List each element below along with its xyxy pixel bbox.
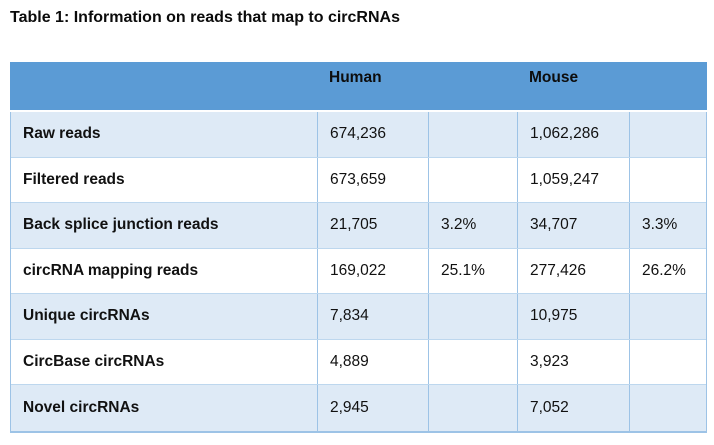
human-pct-cell — [428, 157, 517, 202]
human-count-cell: 4,889 — [317, 339, 428, 384]
row-label: Raw reads — [23, 125, 101, 143]
mouse-count-cell: 34,707 — [517, 203, 629, 248]
human-pct-cell — [428, 112, 517, 157]
human-pct-cell: 3.2% — [428, 203, 517, 248]
mouse-pct-cell — [629, 294, 706, 339]
mouse-pct-cell — [629, 157, 706, 202]
header-cell-mouse-pct-empty — [629, 62, 707, 110]
row-label: CircBase circRNAs — [23, 352, 165, 370]
table-row-unique-circrnas: Unique circRNAs 7,834 10,975 — [11, 294, 706, 340]
human-count-cell: 673,659 — [317, 157, 428, 202]
table-row-back-splice-junction-reads: Back splice junction reads 21,705 3.2% 3… — [11, 203, 706, 249]
table-header-row: Human Mouse — [10, 62, 707, 112]
mouse-pct-cell — [629, 339, 706, 384]
human-count-cell: 2,945 — [317, 385, 428, 431]
row-label: Filtered reads — [23, 170, 125, 188]
human-pct-cell — [428, 385, 517, 431]
table-row-novel-circrnas: Novel circRNAs 2,945 7,052 — [11, 385, 706, 431]
mouse-count-cell: 3,923 — [517, 339, 629, 384]
table-row-raw-reads: Raw reads 674,236 1,062,286 — [11, 112, 706, 158]
row-label: Novel circRNAs — [23, 398, 140, 416]
mouse-pct-cell: 26.2% — [629, 248, 706, 293]
row-label: Unique circRNAs — [23, 307, 150, 325]
header-cell-mouse: Mouse — [529, 69, 579, 86]
mouse-count-cell: 10,975 — [517, 294, 629, 339]
table-body: Raw reads 674,236 1,062,286 Filtered rea… — [10, 112, 707, 433]
human-count-cell: 674,236 — [317, 112, 428, 157]
mouse-pct-cell — [629, 112, 706, 157]
human-pct-cell — [428, 294, 517, 339]
mouse-count-cell: 1,062,286 — [517, 112, 629, 157]
human-count-cell: 21,705 — [317, 203, 428, 248]
mouse-pct-cell: 3.3% — [629, 203, 706, 248]
table-row-circbase-circrnas: CircBase circRNAs 4,889 3,923 — [11, 339, 706, 385]
row-label: circRNA mapping reads — [23, 261, 199, 279]
mouse-count-cell: 277,426 — [517, 248, 629, 293]
table-caption: Table 1: Information on reads that map t… — [10, 9, 400, 26]
mouse-count-cell: 7,052 — [517, 385, 629, 431]
mouse-count-cell: 1,059,247 — [517, 157, 629, 202]
header-cell-human: Human — [329, 69, 382, 86]
human-pct-cell — [428, 339, 517, 384]
table-row-filtered-reads: Filtered reads 673,659 1,059,247 — [11, 157, 706, 203]
human-count-cell: 7,834 — [317, 294, 428, 339]
table-row-circrna-mapping-reads: circRNA mapping reads 169,022 25.1% 277,… — [11, 248, 706, 294]
data-table: Human Mouse Raw reads 674,236 1,062,286 … — [10, 62, 707, 433]
human-count-cell: 169,022 — [317, 248, 428, 293]
row-label: Back splice junction reads — [23, 216, 219, 234]
header-cell-rowlabel-empty — [10, 62, 317, 110]
header-cell-human-pct-empty — [428, 62, 517, 110]
mouse-pct-cell — [629, 385, 706, 431]
human-pct-cell: 25.1% — [428, 248, 517, 293]
